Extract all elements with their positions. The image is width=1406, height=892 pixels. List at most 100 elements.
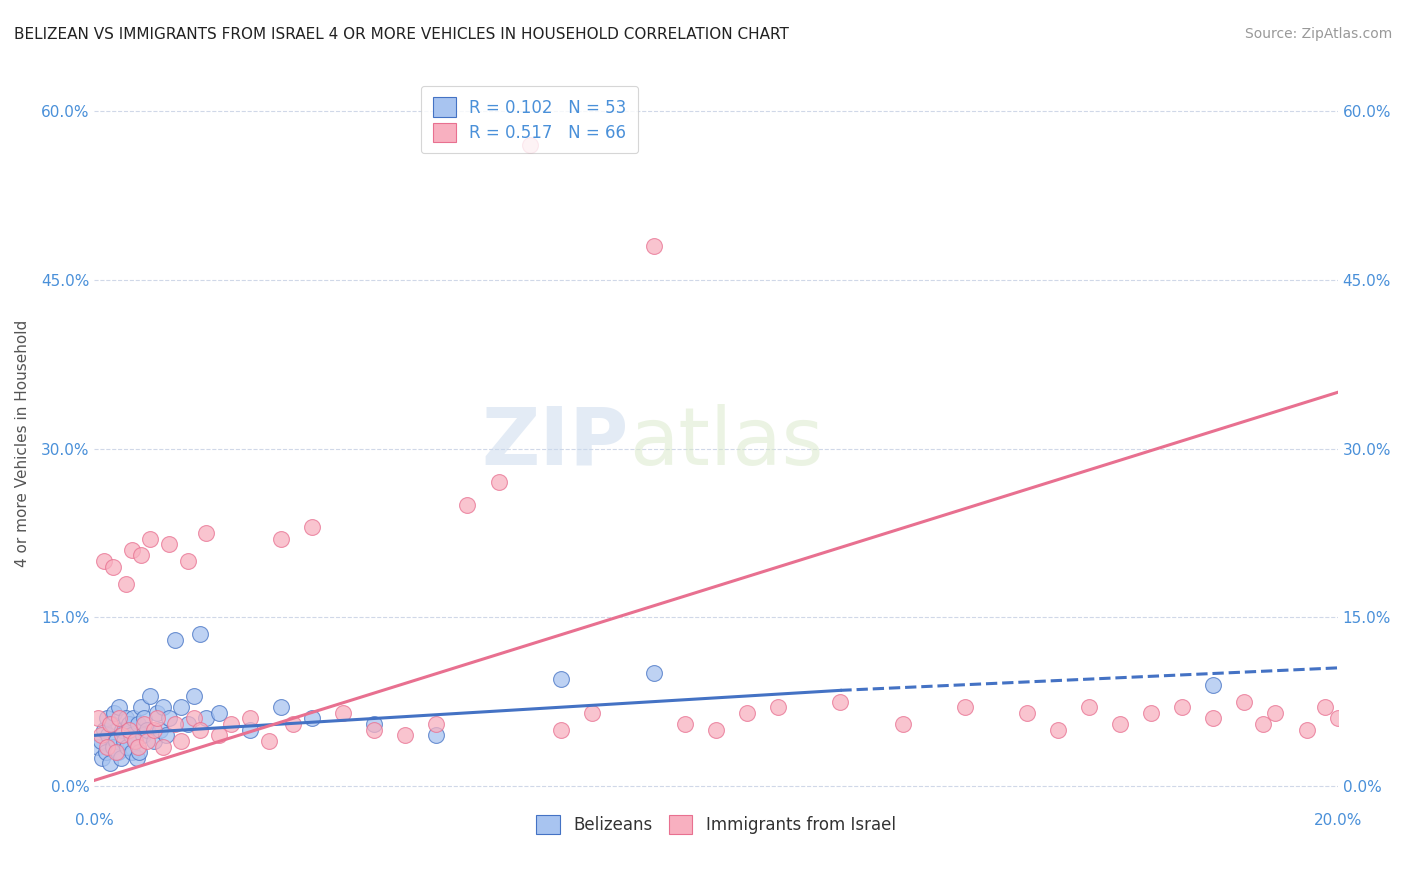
- Point: [332, 706, 354, 720]
- Point: [124, 734, 146, 748]
- Point: [152, 739, 174, 754]
- Point: [157, 537, 180, 551]
- Point: [170, 734, 193, 748]
- Point: [90, 728, 112, 742]
- Point: [142, 734, 165, 748]
- Point: [1202, 711, 1225, 725]
- Point: [139, 532, 162, 546]
- Point: [1264, 706, 1286, 720]
- Point: [152, 700, 174, 714]
- Point: [1233, 695, 1256, 709]
- Point: [101, 559, 124, 574]
- Point: [132, 728, 155, 742]
- Point: [301, 711, 323, 725]
- Point: [136, 734, 159, 748]
- Point: [1078, 700, 1101, 714]
- Point: [550, 672, 572, 686]
- Point: [283, 717, 305, 731]
- Point: [90, 751, 112, 765]
- Point: [1202, 678, 1225, 692]
- Point: [363, 723, 385, 737]
- Point: [98, 717, 121, 731]
- Point: [170, 700, 193, 714]
- Point: [177, 554, 200, 568]
- Point: [118, 723, 141, 737]
- Point: [673, 717, 696, 731]
- Point: [128, 745, 150, 759]
- Point: [127, 739, 149, 754]
- Point: [519, 137, 541, 152]
- Point: [129, 549, 152, 563]
- Point: [103, 706, 125, 720]
- Point: [142, 723, 165, 737]
- Point: [118, 717, 141, 731]
- Point: [1326, 711, 1348, 725]
- Point: [114, 576, 136, 591]
- Point: [112, 734, 135, 748]
- Point: [643, 239, 665, 253]
- Point: [1046, 723, 1069, 737]
- Point: [121, 542, 143, 557]
- Point: [425, 728, 447, 742]
- Point: [127, 717, 149, 731]
- Text: Source: ZipAtlas.com: Source: ZipAtlas.com: [1244, 27, 1392, 41]
- Point: [1339, 717, 1361, 731]
- Y-axis label: 4 or more Vehicles in Household: 4 or more Vehicles in Household: [15, 319, 30, 566]
- Point: [86, 711, 108, 725]
- Point: [165, 632, 187, 647]
- Text: BELIZEAN VS IMMIGRANTS FROM ISRAEL 4 OR MORE VEHICLES IN HOUSEHOLD CORRELATION C: BELIZEAN VS IMMIGRANTS FROM ISRAEL 4 OR …: [14, 27, 789, 42]
- Point: [114, 711, 136, 725]
- Point: [108, 711, 131, 725]
- Point: [1171, 700, 1194, 714]
- Point: [110, 751, 132, 765]
- Point: [124, 734, 146, 748]
- Point: [96, 711, 118, 725]
- Point: [155, 728, 177, 742]
- Point: [139, 689, 162, 703]
- Point: [177, 717, 200, 731]
- Point: [97, 728, 120, 742]
- Point: [129, 700, 152, 714]
- Point: [239, 723, 262, 737]
- Point: [550, 723, 572, 737]
- Point: [125, 751, 148, 765]
- Point: [111, 723, 134, 737]
- Point: [105, 745, 128, 759]
- Point: [188, 723, 211, 737]
- Point: [165, 717, 187, 731]
- Point: [1140, 706, 1163, 720]
- Point: [270, 532, 292, 546]
- Point: [98, 756, 121, 771]
- Point: [90, 734, 112, 748]
- Point: [1251, 717, 1274, 731]
- Point: [425, 717, 447, 731]
- Point: [219, 717, 242, 731]
- Point: [363, 717, 385, 731]
- Point: [1295, 723, 1317, 737]
- Point: [134, 717, 156, 731]
- Point: [136, 723, 159, 737]
- Point: [394, 728, 416, 742]
- Point: [121, 745, 143, 759]
- Point: [94, 745, 117, 759]
- Point: [107, 745, 129, 759]
- Point: [456, 498, 478, 512]
- Point: [93, 554, 115, 568]
- Point: [704, 723, 727, 737]
- Point: [301, 520, 323, 534]
- Point: [208, 728, 231, 742]
- Text: atlas: atlas: [628, 404, 824, 482]
- Point: [183, 689, 205, 703]
- Point: [134, 711, 156, 725]
- Point: [183, 711, 205, 725]
- Point: [891, 717, 914, 731]
- Point: [120, 728, 142, 742]
- Point: [111, 728, 134, 742]
- Point: [581, 706, 603, 720]
- Point: [953, 700, 976, 714]
- Point: [86, 739, 108, 754]
- Point: [735, 706, 758, 720]
- Point: [96, 739, 118, 754]
- Point: [1315, 700, 1337, 714]
- Point: [766, 700, 789, 714]
